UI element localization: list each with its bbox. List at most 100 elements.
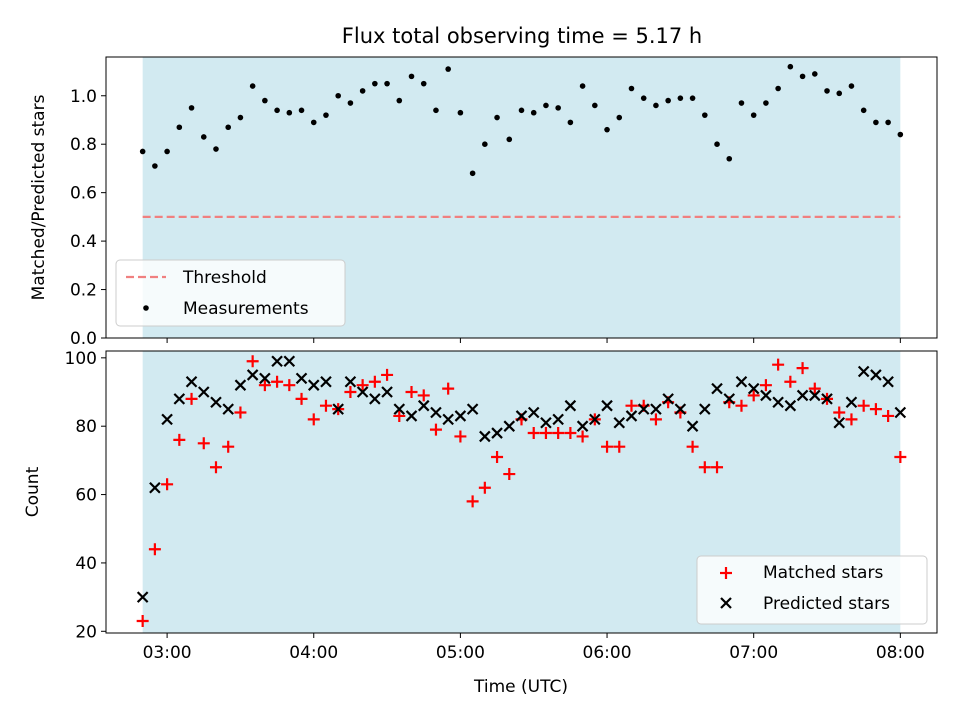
- bottom-y-tick-label: 100: [65, 349, 97, 369]
- predicted-star-point: [833, 417, 846, 429]
- x-tick-label: 06:00: [583, 643, 632, 663]
- measurement-point: [702, 112, 708, 118]
- matched-star-point: [222, 440, 235, 453]
- predicted-star-point: [320, 375, 332, 388]
- top-legend-box: [115, 259, 346, 327]
- measurement-point: [604, 126, 610, 133]
- x-tick-label: 05:00: [436, 643, 485, 663]
- matched-star-point: [271, 375, 284, 388]
- measurement-point: [494, 114, 500, 121]
- measurement-point: [567, 119, 574, 126]
- matched-star-point: [772, 358, 785, 371]
- measurement-point: [530, 109, 537, 116]
- predicted-star-point: [686, 420, 699, 432]
- bottom-y-tick-label: 60: [75, 486, 97, 506]
- measurement-point: [714, 141, 720, 148]
- measurement-point: [152, 163, 158, 169]
- predicted-star-point: [527, 406, 540, 419]
- predicted-star-point: [564, 399, 577, 412]
- matched-star-point: [454, 430, 467, 443]
- measurement-point: [433, 107, 439, 114]
- predicted-star-point: [161, 413, 173, 426]
- bottom-legend: Matched stars Predicted stars: [696, 555, 928, 625]
- predicted-star-point: [515, 410, 528, 422]
- predicted-star-point: [662, 393, 674, 405]
- matched-stars-points: [136, 355, 907, 628]
- matched-star-point: [185, 392, 198, 405]
- measurement-point: [384, 80, 390, 87]
- matched-star-point: [869, 403, 882, 416]
- bottom-y-axis-label: Count: [23, 466, 43, 517]
- measurement-point: [323, 112, 329, 118]
- bottom-x-ticks: 03:00 04:00 05:00 06:00 07:00 08:00: [143, 633, 925, 663]
- matched-star-point: [747, 389, 760, 402]
- measurement-point: [811, 71, 818, 77]
- top-y-tick-label: 0.8: [70, 135, 97, 155]
- measurement-point: [286, 109, 293, 116]
- legend-predicted-swatch: [720, 597, 732, 609]
- predicted-star-point: [821, 393, 833, 405]
- measurement-point: [310, 119, 317, 126]
- measurement-point: [677, 95, 684, 101]
- measurement-point: [518, 107, 525, 114]
- measurement-point: [176, 124, 183, 131]
- matched-star-point: [649, 413, 662, 426]
- predicted-star-point: [210, 396, 222, 409]
- matched-star-point: [356, 379, 369, 392]
- top-axes-frame: [105, 56, 938, 339]
- top-legend: Threshold Measurements: [115, 259, 346, 327]
- matched-star-point: [319, 399, 332, 412]
- matched-star-point: [173, 433, 186, 446]
- top-panel: 0.0 0.2 0.4 0.6 0.8 1.0 Matched/Predicted sta…: [29, 56, 938, 349]
- matched-star-point: [833, 406, 846, 419]
- matched-star-point: [625, 399, 638, 412]
- predicted-star-point: [234, 379, 247, 391]
- predicted-star-point: [393, 403, 406, 415]
- measurement-point: [763, 100, 769, 106]
- chart-title: Flux total observing time = 5.17 h: [342, 24, 702, 48]
- measurement-point: [579, 83, 586, 89]
- measurement-point: [420, 80, 427, 87]
- predicted-star-point: [344, 375, 357, 388]
- predicted-star-point: [601, 399, 613, 412]
- predicted-star-point: [796, 389, 809, 402]
- top-y-tick-label: 1.0: [70, 87, 97, 107]
- measurement-point: [616, 114, 623, 121]
- predicted-star-point: [882, 375, 894, 388]
- measurement-point: [469, 170, 476, 177]
- matched-star-point: [796, 362, 809, 375]
- predicted-star-point: [711, 382, 723, 395]
- x-axis-label: Time (UTC): [473, 677, 568, 697]
- matched-star-point: [136, 615, 149, 628]
- predicted-star-point: [772, 396, 784, 409]
- matched-star-point: [882, 409, 895, 422]
- predicted-star-point: [625, 410, 638, 422]
- predicted-star-point: [466, 403, 479, 415]
- predicted-star-point: [283, 355, 296, 368]
- measurement-point: [873, 119, 879, 126]
- predicted-star-point: [307, 379, 320, 391]
- measurement-point: [799, 73, 806, 80]
- predicted-star-point: [149, 481, 161, 494]
- matched-star-point: [478, 481, 491, 494]
- predicted-star-point: [332, 403, 344, 415]
- predicted-star-point: [857, 365, 870, 378]
- matched-star-point: [686, 440, 699, 453]
- predicted-star-point: [760, 389, 772, 402]
- measurement-point: [848, 83, 855, 89]
- measurement-point: [640, 95, 647, 101]
- predicted-star-point: [650, 403, 662, 415]
- measurement-point: [824, 88, 830, 94]
- predicted-star-point: [784, 399, 797, 412]
- predicted-star-point: [136, 591, 149, 603]
- top-y-tick-label: 0.0: [70, 329, 97, 349]
- predicted-star-point: [197, 386, 210, 398]
- matched-star-point: [784, 375, 797, 388]
- predicted-star-point: [576, 420, 589, 432]
- measurement-point: [249, 83, 256, 89]
- matched-star-point: [381, 368, 394, 381]
- predicted-star-point: [246, 369, 259, 381]
- matched-star-point: [344, 386, 357, 399]
- measurement-point: [738, 100, 745, 106]
